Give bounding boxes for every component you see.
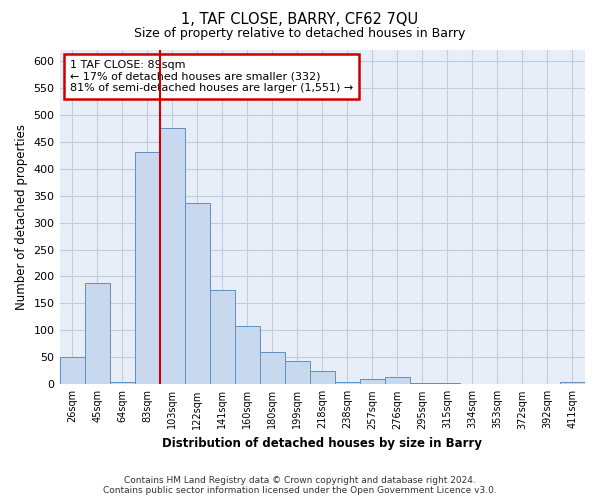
Bar	[110, 382, 134, 384]
Bar	[134, 152, 160, 384]
Text: 1, TAF CLOSE, BARRY, CF62 7QU: 1, TAF CLOSE, BARRY, CF62 7QU	[181, 12, 419, 28]
Bar	[260, 352, 285, 384]
Text: Contains HM Land Registry data © Crown copyright and database right 2024.
Contai: Contains HM Land Registry data © Crown c…	[103, 476, 497, 495]
Bar	[310, 371, 335, 384]
Bar	[435, 383, 460, 384]
Bar	[235, 326, 260, 384]
Y-axis label: Number of detached properties: Number of detached properties	[15, 124, 28, 310]
Bar	[59, 358, 85, 384]
Text: Size of property relative to detached houses in Barry: Size of property relative to detached ho…	[134, 28, 466, 40]
Bar	[185, 202, 209, 384]
Bar	[360, 379, 385, 384]
Text: 1 TAF CLOSE: 89sqm
← 17% of detached houses are smaller (332)
81% of semi-detach: 1 TAF CLOSE: 89sqm ← 17% of detached hou…	[70, 60, 353, 93]
Bar	[335, 382, 360, 384]
X-axis label: Distribution of detached houses by size in Barry: Distribution of detached houses by size …	[162, 437, 482, 450]
Bar	[560, 382, 585, 384]
Bar	[160, 128, 185, 384]
Bar	[285, 360, 310, 384]
Bar	[209, 290, 235, 384]
Bar	[410, 382, 435, 384]
Bar	[385, 378, 410, 384]
Bar	[85, 284, 110, 384]
